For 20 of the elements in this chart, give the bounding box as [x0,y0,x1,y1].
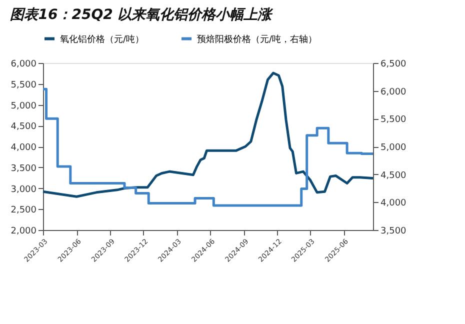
y-tick-label: 3,500 [10,164,37,174]
y2-tick-label: 4,000 [380,198,407,209]
y-tick-label: 2,500 [10,206,37,216]
y2-tick-label: 5,000 [380,143,407,153]
y2-tick-label: 6,000 [380,87,407,98]
y2-tick-label: 3,500 [380,226,407,236]
y-tick-label: 6,000 [10,60,37,70]
legend-label: 氧化铝价格（元/吨） [60,34,144,45]
y2-tick-label: 6,500 [380,60,407,70]
y-tick-label: 4,000 [10,143,37,153]
y2-tick-label: 4,500 [380,170,407,181]
y-tick-label: 5,000 [10,101,37,112]
legend-label: 预焙阳极价格（元/吨，右轴） [197,34,318,45]
line-series [42,72,374,198]
y2-tick-label: 5,500 [380,115,407,126]
y-tick-label: 4,500 [10,122,37,132]
y-tick-label: 5,500 [10,80,37,90]
chart-title: 图表16：25Q2 以来氧化铝价格小幅上涨 [10,7,274,23]
y-tick-label: 3,000 [10,184,37,195]
y-tick-label: 2,000 [10,226,37,236]
